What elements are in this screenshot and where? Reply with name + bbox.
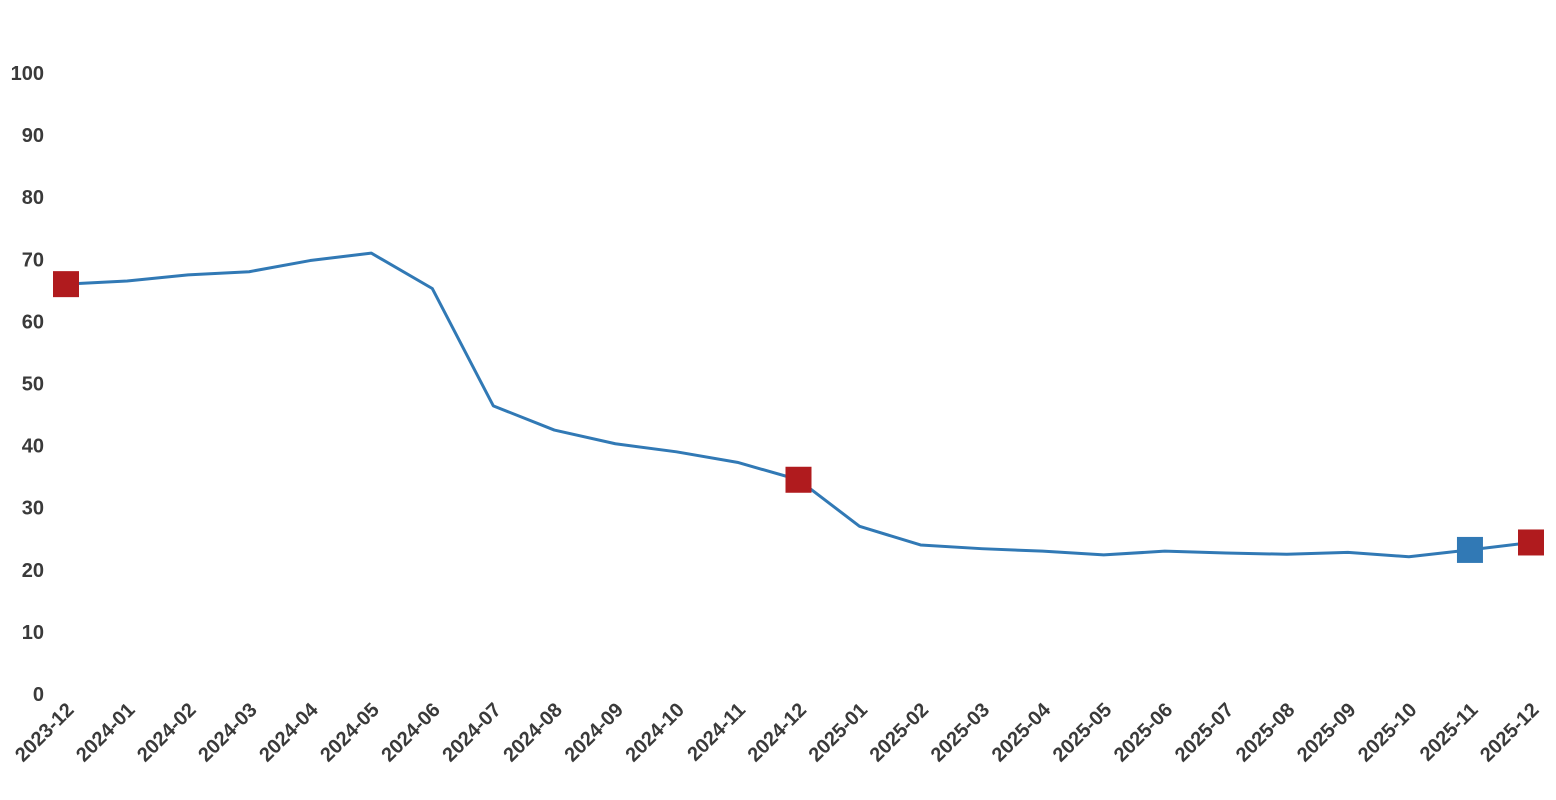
x-axis-tick-label: 2024-10 — [621, 699, 688, 766]
y-axis-tick-label: 20 — [22, 560, 44, 582]
x-axis-tick-label: 2024-09 — [560, 699, 627, 766]
x-axis-tick-label: 2024-01 — [72, 699, 139, 766]
x-axis-tick-label: 2024-02 — [133, 699, 200, 766]
x-axis-tick-label: 2025-07 — [1171, 699, 1238, 766]
y-axis-tick-label: 0 — [33, 684, 44, 706]
x-axis-tick-label: 2025-01 — [805, 699, 872, 766]
series-line — [64, 251, 1533, 559]
x-axis-tick-label: 2025-09 — [1293, 699, 1360, 766]
x-axis-tick-label: 2024-03 — [194, 699, 261, 766]
x-axis-tick-label: 2025-04 — [988, 698, 1056, 766]
y-axis-tick-label: 100 — [11, 63, 44, 85]
y-axis-tick-label: 90 — [22, 125, 44, 147]
x-axis-tick-label: 2024-05 — [316, 699, 383, 766]
x-axis-tick-label: 2025-03 — [927, 699, 994, 766]
x-axis-tick-label: 2025-06 — [1110, 699, 1177, 766]
data-point-marker-2025-12 — [1518, 529, 1544, 556]
x-axis-tick-label: 2024-11 — [683, 699, 750, 766]
x-axis-tick-label: 2025-10 — [1354, 699, 1421, 766]
y-axis-tick-label: 30 — [22, 498, 44, 520]
y-axis-tick-label: 40 — [22, 436, 44, 458]
x-axis-tick-label: 2024-04 — [255, 698, 323, 766]
data-point-marker-2025-11 — [1456, 536, 1483, 563]
y-axis-tick-label: 80 — [22, 187, 44, 209]
x-axis-tick-label: 2025-11 — [1416, 699, 1483, 766]
x-axis-tick-label: 2024-08 — [499, 699, 566, 766]
x-axis-tick-label: 2024-07 — [438, 699, 505, 766]
x-axis-tick-label: 2023-12 — [11, 699, 78, 766]
x-axis-tick-label: 2025-12 — [1476, 699, 1543, 766]
data-point-marker-2024-12 — [785, 466, 812, 493]
y-axis-tick-label: 10 — [22, 622, 44, 644]
x-axis-tick-label: 2024-06 — [377, 699, 444, 766]
y-axis-tick-label: 70 — [22, 249, 44, 271]
x-axis-tick-label: 2024-12 — [744, 699, 811, 766]
data-point-marker-2023-12 — [53, 271, 79, 298]
x-axis-tick-label: 2025-08 — [1232, 699, 1299, 766]
y-axis-tick-label: 50 — [22, 374, 44, 396]
x-axis-tick-label: 2025-02 — [866, 699, 933, 766]
x-axis-tick-label: 2025-05 — [1049, 699, 1116, 766]
y-axis-tick-label: 60 — [22, 311, 44, 333]
